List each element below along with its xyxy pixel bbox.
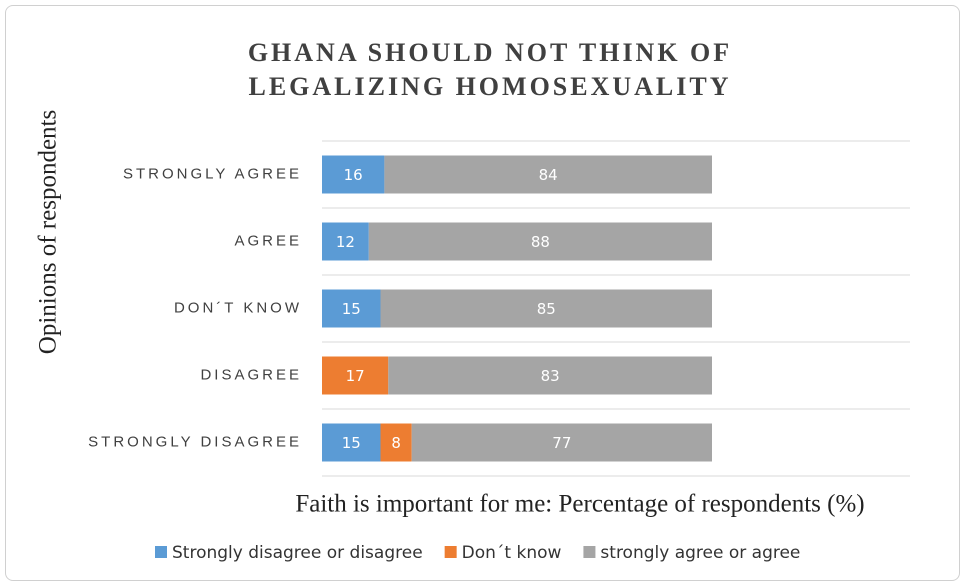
y-tick-label: STRONGLY AGREE — [123, 165, 302, 182]
data-label: 17 — [346, 367, 365, 385]
data-label: 8 — [391, 434, 401, 452]
data-label: 77 — [552, 434, 571, 452]
data-label: 88 — [531, 233, 550, 251]
legend-label: Strongly disagree or disagree — [172, 543, 423, 563]
legend-swatch — [444, 546, 457, 558]
y-tick-label: DISAGREE — [200, 366, 302, 383]
legend-swatch — [155, 546, 167, 558]
legend-swatch — [583, 546, 596, 558]
data-label: 85 — [537, 300, 556, 318]
bar-segment — [322, 222, 369, 261]
legend-label: strongly agree or agree — [600, 543, 800, 563]
bar-segment — [368, 222, 712, 261]
data-label: 12 — [336, 233, 355, 251]
bar-segment — [388, 356, 712, 395]
bar-segment — [384, 155, 712, 194]
bar-segment — [322, 289, 381, 328]
bar-segment — [411, 423, 712, 462]
bar-segment — [322, 423, 381, 462]
data-label: 84 — [539, 166, 558, 184]
y-tick-label: STRONGLY DISAGREE — [88, 433, 302, 450]
data-label: 15 — [342, 300, 361, 318]
chart-frame — [5, 5, 960, 581]
bar-segment — [322, 356, 389, 395]
y-axis-label: Opinions of respondents — [35, 110, 62, 354]
x-axis-label: Faith is important for me: Percentage of… — [295, 491, 864, 518]
data-label: 83 — [541, 367, 560, 385]
legend-label: Don´t know — [462, 543, 562, 563]
chart-title: GHANA SHOULD NOT THINK OF LEGALIZING HOM… — [247, 38, 733, 101]
data-label: 15 — [342, 434, 361, 452]
bar-segment — [380, 289, 712, 328]
y-tick-label: AGREE — [234, 232, 302, 249]
data-label: 16 — [344, 166, 363, 184]
bar-segment — [380, 423, 412, 462]
y-tick-label: DON´T KNOW — [174, 299, 302, 316]
bar-segment — [322, 155, 385, 194]
